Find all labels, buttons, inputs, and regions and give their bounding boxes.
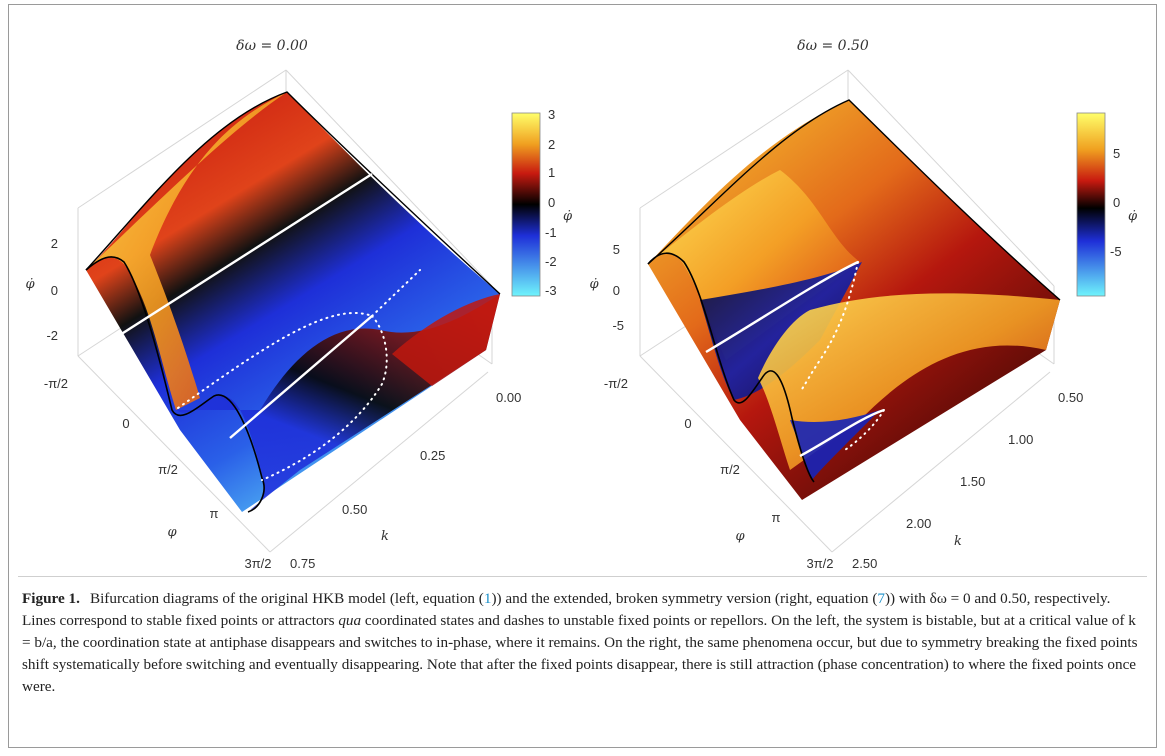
left-panel: δω = 0.00 2 0	[25, 38, 573, 571]
right-stable-line-lower	[799, 408, 885, 458]
left-ytick: 0	[51, 283, 58, 298]
caption-italic-qua: qua	[338, 612, 362, 629]
left-colorbar-tick: 3	[548, 107, 555, 122]
right-phi-axis-label: φ	[735, 529, 745, 544]
left-colorbar-tick: 0	[548, 195, 555, 210]
left-phi-tick: -π/2	[44, 376, 68, 391]
left-ytick: 2	[51, 236, 58, 251]
right-unstable-line-upper	[799, 261, 859, 393]
left-phi-tick: π/2	[158, 462, 178, 477]
left-phi-tick: 3π/2	[244, 556, 271, 571]
caption-text: )) with δω = 0 and 0.50, respectively. L…	[22, 590, 1111, 629]
equation-link[interactable]: 1	[483, 590, 492, 607]
right-phi-tick: -π/2	[604, 376, 628, 391]
right-k-axis-label: k	[954, 534, 962, 549]
right-ytick: -5	[612, 318, 624, 333]
right-phi-tick: 0	[684, 416, 691, 431]
left-ytick: -2	[46, 328, 58, 343]
right-colorbar-tick: 5	[1113, 146, 1120, 161]
left-panel-title: δω = 0.00	[236, 38, 308, 54]
right-phi-tick: π	[772, 510, 781, 525]
right-k-tick: 1.00	[1008, 432, 1033, 447]
left-surface-ridge	[86, 92, 287, 410]
figure-label: Figure 1.	[22, 590, 80, 607]
right-ytick: 5	[613, 242, 620, 257]
right-stable-line-upper	[705, 260, 859, 354]
left-phi-axis-label: φ	[167, 525, 177, 540]
right-surface-valley-upper	[700, 262, 862, 400]
right-colorbar-label: φ̇	[1128, 209, 1138, 224]
right-k-tick: 2.00	[906, 516, 931, 531]
caption-divider	[18, 576, 1147, 577]
left-stable-line-lower	[229, 315, 373, 439]
left-unstable-line-upper	[371, 269, 421, 317]
left-k-tick: 0.00	[496, 390, 521, 405]
right-k-tick: 2.50	[852, 556, 877, 571]
right-panel-title: δω = 0.50	[797, 38, 869, 54]
right-colorbar-tick: 0	[1113, 195, 1120, 210]
right-unstable-line-lower	[841, 409, 885, 453]
right-k-tick: 1.50	[960, 474, 985, 489]
right-colorbar	[1076, 112, 1106, 297]
left-unstable-line-middle	[177, 311, 373, 409]
right-colorbar-tick: -5	[1110, 244, 1122, 259]
figure-caption: Figure 1. Bifurcation diagrams of the ori…	[22, 588, 1142, 698]
left-k-tick: 0.25	[420, 448, 445, 463]
left-colorbar-tick: 1	[548, 165, 555, 180]
right-ytick: 0	[613, 283, 620, 298]
caption-text: )) and the extended, broken symmetry ver…	[491, 590, 878, 607]
left-surface-outline	[85, 256, 265, 513]
caption-text: coordinated states and dashes to unstabl…	[22, 612, 1138, 695]
caption-text: Bifurcation diagrams of the original HKB…	[89, 590, 484, 607]
right-phi-tick: 3π/2	[806, 556, 833, 571]
left-colorbar-tick: -2	[545, 254, 557, 269]
right-panel: δω = 0.50 5 0 -	[589, 38, 1138, 571]
right-yaxis-label: φ̇	[589, 277, 599, 292]
left-colorbar-tick: -1	[545, 225, 557, 240]
right-surface-valley-lower	[790, 410, 880, 480]
left-unstable-line-lower	[261, 315, 388, 481]
right-phi-tick: π/2	[720, 462, 740, 477]
left-colorbar-tick: 2	[548, 137, 555, 152]
left-stable-line-upper	[111, 172, 373, 342]
right-k-tick: 0.50	[1058, 390, 1083, 405]
figure-frame	[8, 4, 1157, 748]
equation-link[interactable]: 7	[877, 590, 885, 607]
left-phi-tick: 0	[122, 416, 129, 431]
figure-graphic: δω = 0.00 2 0	[25, 38, 1138, 571]
left-surface-edge-red	[392, 294, 500, 386]
right-surface-ridge-upper	[648, 170, 860, 360]
left-yaxis-label: φ̇	[25, 277, 35, 292]
left-phi-tick: π	[210, 506, 219, 521]
left-k-tick: 0.75	[290, 556, 315, 571]
left-k-tick: 0.50	[342, 502, 367, 517]
left-k-axis-label: k	[381, 529, 389, 544]
left-colorbar-tick: -3	[545, 283, 557, 298]
left-colorbar	[511, 112, 541, 297]
left-colorbar-label: φ̇	[563, 209, 573, 224]
right-surface-outline	[647, 252, 815, 483]
